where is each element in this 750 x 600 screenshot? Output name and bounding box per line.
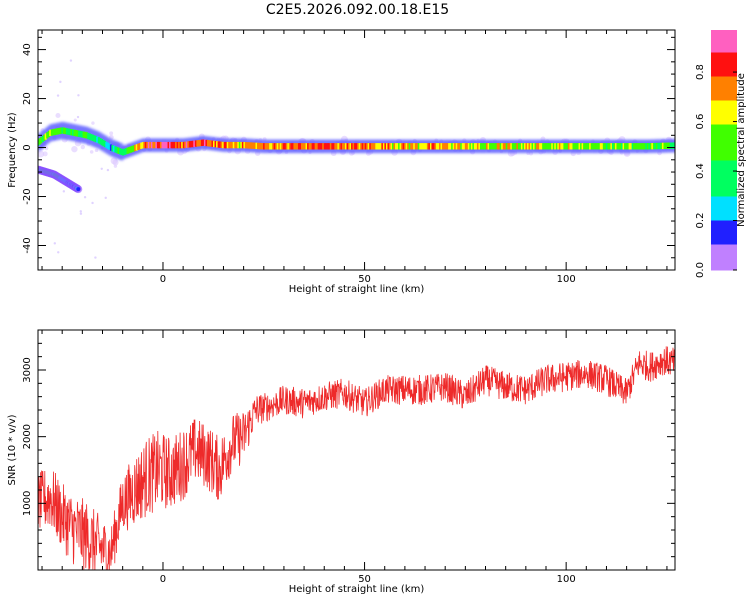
- ridge-core: [38, 127, 675, 156]
- spectrogram-heatmap: [38, 59, 675, 259]
- colorbar-tick-label: 0.6: [695, 114, 706, 130]
- snr-plot-area: [38, 346, 675, 570]
- secondary-band: [38, 165, 83, 194]
- snr-xlabel: Height of straight line (km): [289, 584, 425, 595]
- heatmap-ytick-label: -40: [22, 237, 33, 253]
- colorbar-tick-label: 0.2: [695, 213, 706, 229]
- heatmap-xtick-label: 100: [557, 274, 576, 285]
- colorbar-label: Normalized spectral amplitude: [736, 73, 747, 227]
- snr-xtick-label: 0: [160, 574, 166, 585]
- snr-ytick-label: 3000: [22, 357, 33, 382]
- colorbar: 0.0 0.2 0.4 0.6 0.8 Normalized spectral ampli…: [695, 30, 747, 278]
- heatmap-xtick-label: 0: [160, 274, 166, 285]
- heatmap-ytick-label: -20: [22, 188, 33, 204]
- snr-xtick-label: 100: [557, 574, 576, 585]
- heatmap-frame: [37, 29, 676, 271]
- ridge-halo: [38, 59, 675, 259]
- heatmap-xtick-label: 50: [358, 274, 371, 285]
- snr-ytick-label: 1000: [22, 491, 33, 516]
- snr-xtick-label: 50: [358, 574, 371, 585]
- heatmap-xlabel: Height of straight line (km): [289, 284, 425, 295]
- heatmap-ytick-label: 40: [22, 43, 33, 56]
- colorbar-tick-label: 0.8: [695, 64, 706, 80]
- ridge-band: [38, 121, 675, 161]
- snr-line: [38, 346, 675, 570]
- colorbar-tick-label: 0.0: [695, 262, 706, 278]
- axes: 0 50 100 Height of straight line (km) -40 -20…: [7, 29, 676, 595]
- heatmap-ylabel: Frequency (Hz): [7, 112, 18, 188]
- colorbar-tick-label: 0.4: [695, 163, 706, 179]
- snr-ylabel: SNR (10 * v/v): [7, 414, 18, 485]
- heatmap-ytick-label: 20: [22, 92, 33, 105]
- snr-ytick-label: 2000: [22, 424, 33, 449]
- heatmap-ytick-label: 0: [22, 144, 33, 150]
- chart-title: C2E5.2026.092.00.18.E15: [265, 2, 450, 18]
